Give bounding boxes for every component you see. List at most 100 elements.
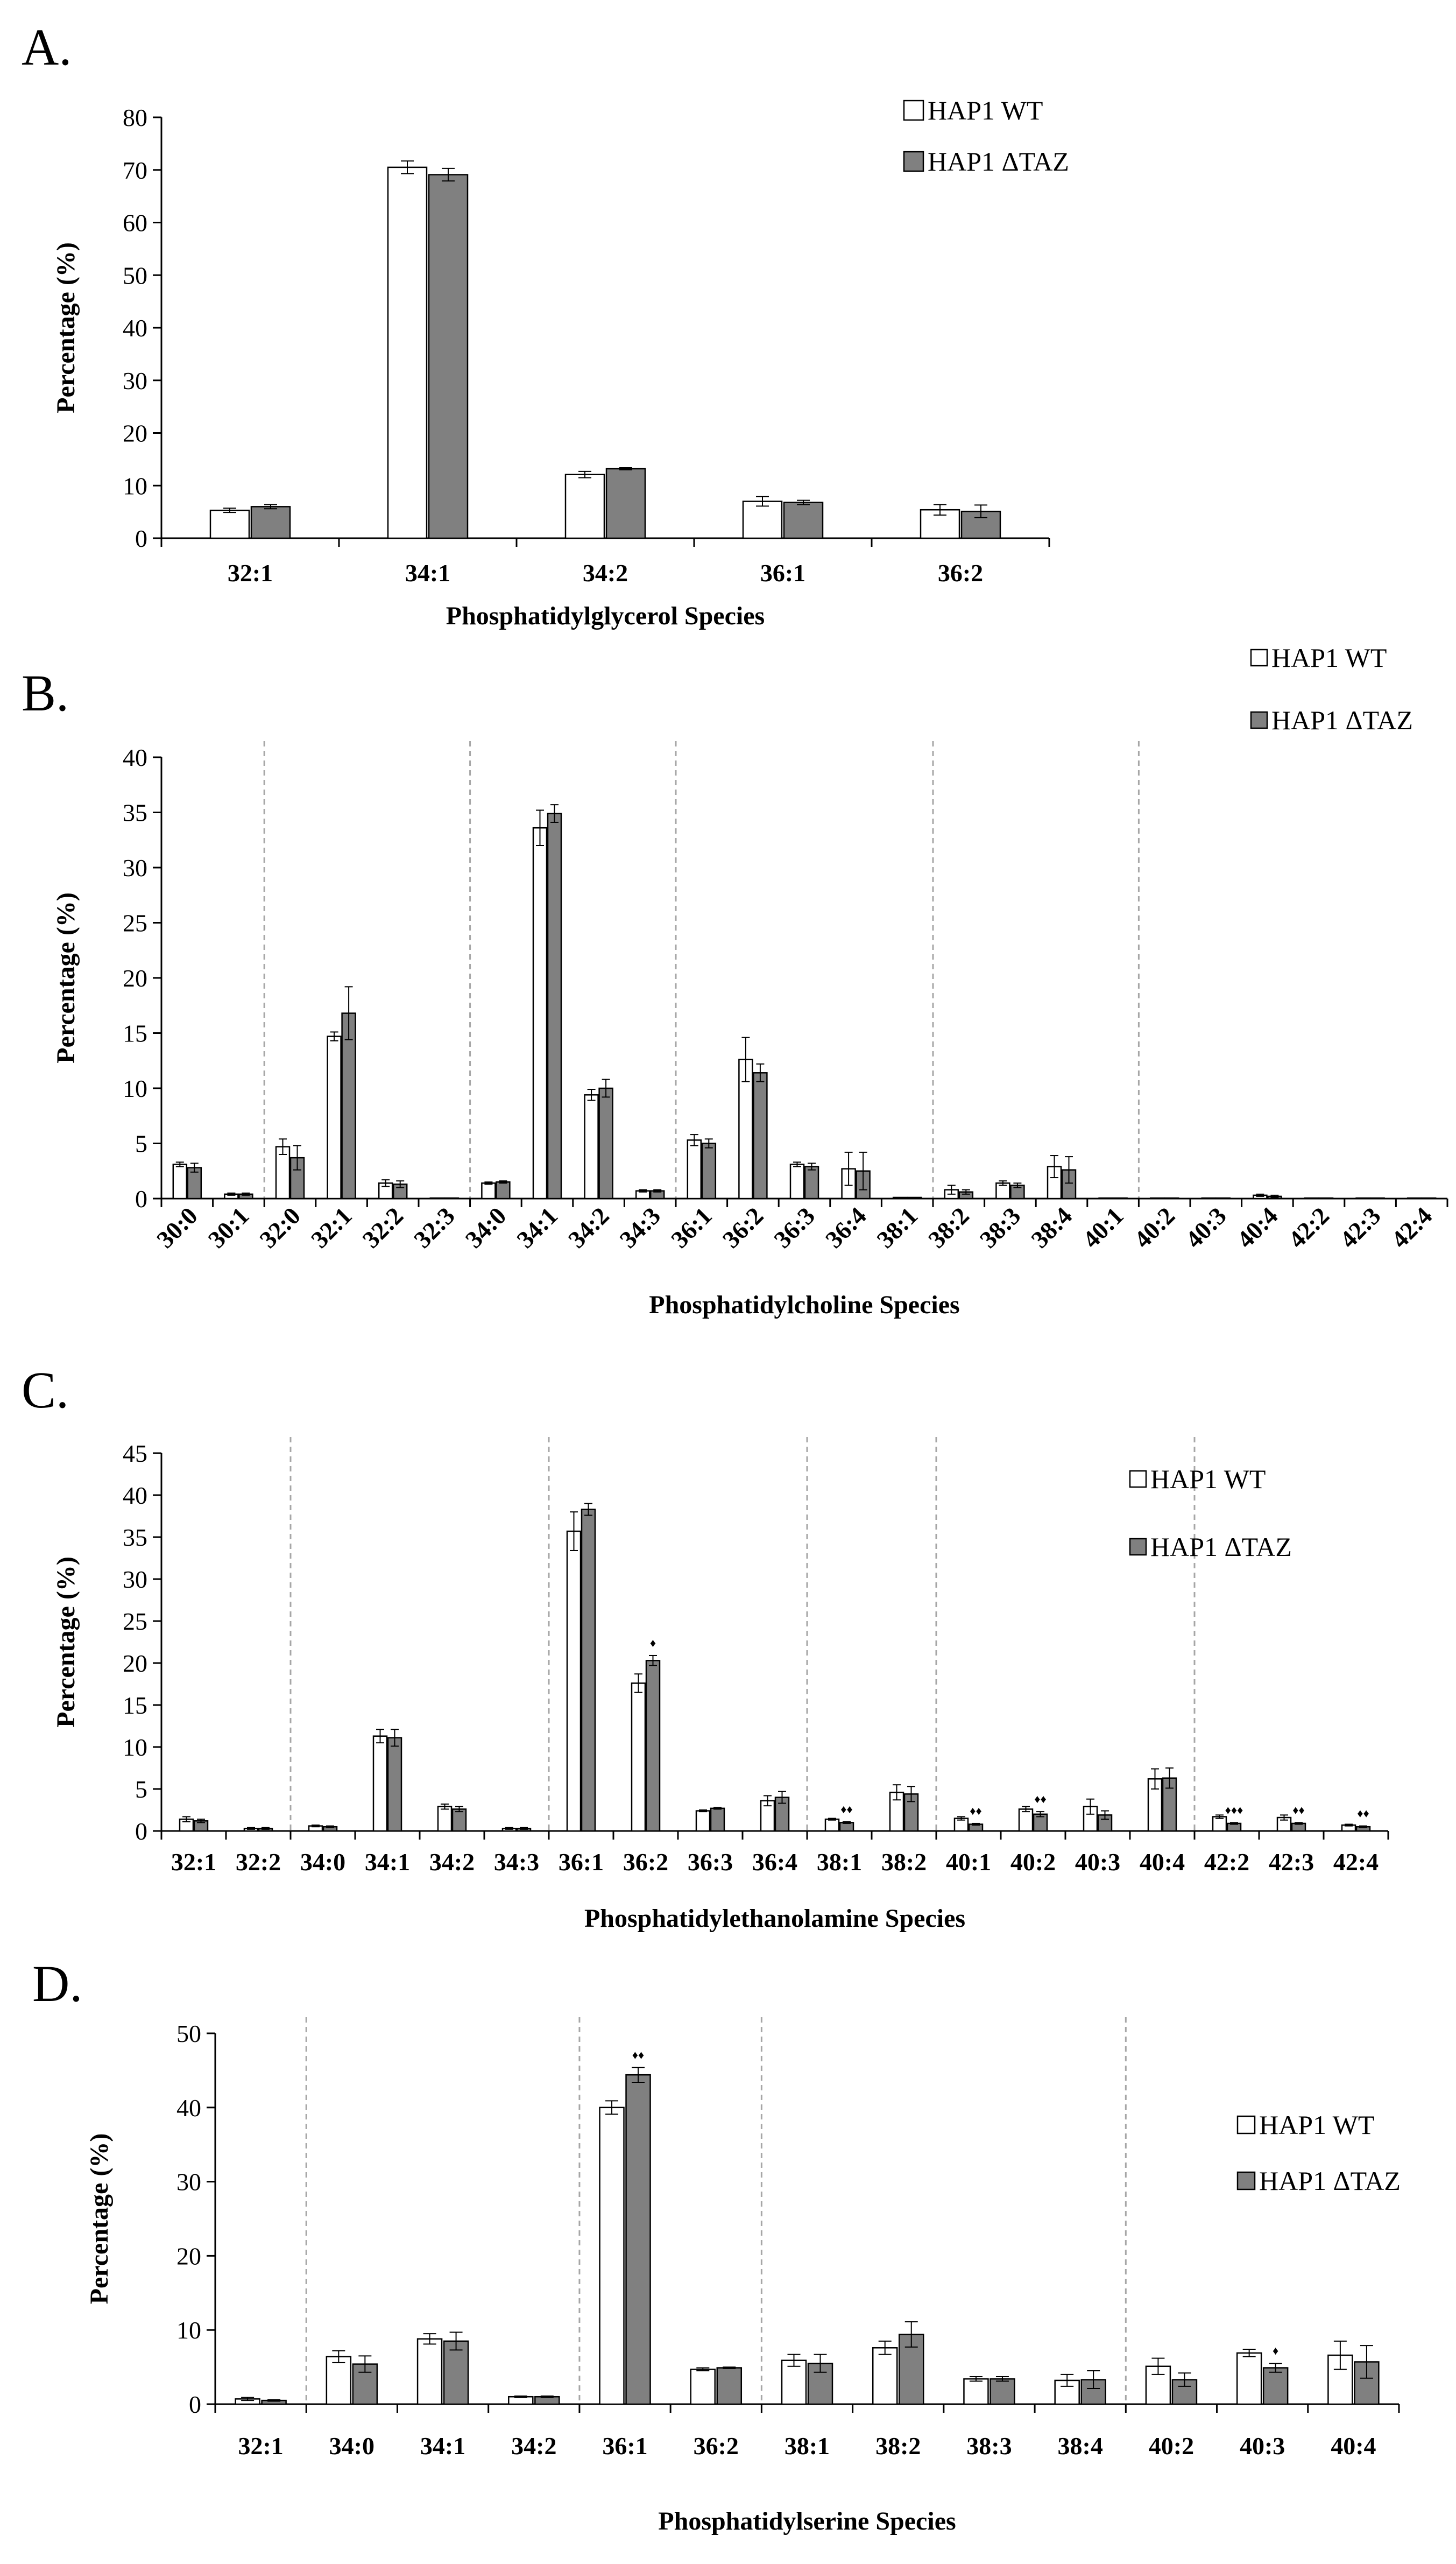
x-category-label: 40:3 xyxy=(1180,1202,1232,1253)
bar-wt xyxy=(416,2338,443,2405)
x-category-label: 40:4 xyxy=(1232,1202,1283,1253)
bar-taz xyxy=(1370,1197,1385,1200)
legend-swatch-wt xyxy=(1236,2115,1256,2135)
y-axis-title: Percentage (%) xyxy=(52,1556,80,1728)
panel-label: B. xyxy=(22,664,69,722)
bar-wt xyxy=(781,2359,807,2405)
x-category-label: 38:4 xyxy=(1058,2432,1103,2460)
y-tick-label: 30 xyxy=(123,854,147,882)
y-tick-label: 15 xyxy=(123,1020,147,1047)
legend-label-taz: HAP1 ΔTAZ xyxy=(1259,2166,1401,2196)
significance-marker: ♦♦ xyxy=(1034,1792,1046,1806)
bar-taz xyxy=(444,1197,460,1200)
bar-taz xyxy=(1215,1197,1231,1200)
x-category-label: 36:3 xyxy=(768,1202,820,1253)
bar-taz xyxy=(387,1737,402,1832)
x-category-label: 34:0 xyxy=(300,1848,345,1876)
y-tick-label: 30 xyxy=(123,1566,147,1593)
bar-taz xyxy=(598,1087,613,1200)
x-category-label: 34:1 xyxy=(365,1848,410,1876)
y-tick-label: 80 xyxy=(123,104,147,131)
x-category-label: 32:1 xyxy=(238,2432,283,2460)
x-category-label: 34:0 xyxy=(460,1202,512,1253)
bar-taz xyxy=(807,2362,833,2405)
y-tick-label: 10 xyxy=(123,1075,147,1102)
x-category-label: 34:2 xyxy=(583,559,628,587)
legend-label-taz: HAP1 ΔTAZ xyxy=(1271,705,1413,735)
x-category-label: 36:1 xyxy=(602,2432,647,2460)
bar-taz xyxy=(547,813,562,1200)
x-category-label: 40:3 xyxy=(1075,1848,1120,1876)
bar-taz xyxy=(451,1808,467,1832)
bar-taz xyxy=(1113,1197,1128,1200)
x-category-label: 38:1 xyxy=(817,1848,862,1876)
x-category-label: 36:1 xyxy=(760,559,805,587)
bar-taz xyxy=(341,1012,356,1200)
bar-wt xyxy=(172,1164,188,1200)
legend-label-wt: HAP1 WT xyxy=(1259,2110,1374,2140)
bar-taz xyxy=(443,2340,469,2405)
y-tick-label: 60 xyxy=(123,209,147,237)
y-tick-label: 40 xyxy=(123,1482,147,1509)
y-tick-label: 45 xyxy=(123,1440,147,1467)
y-tick-label: 5 xyxy=(135,1130,147,1158)
significance-marker: ♦♦ xyxy=(1292,1803,1304,1816)
x-category-label: 42:2 xyxy=(1204,1848,1249,1876)
significance-marker: ♦♦ xyxy=(970,1804,981,1818)
y-axis-title: Percentage (%) xyxy=(52,892,80,1063)
bar-wt xyxy=(695,1810,711,1832)
y-axis-title: Percentage (%) xyxy=(85,2133,114,2305)
chart-panel-a: A. 0 10 20 30 40 50 60 70 80 32:1 34:1 34:2 36:1 36:2 P… xyxy=(22,18,1069,630)
significance-marker: ♦♦♦ xyxy=(1225,1803,1243,1816)
bar-taz xyxy=(710,1807,725,1832)
x-axis-title: Phosphatidylglycerol Species xyxy=(446,602,765,630)
x-category-label: 42:3 xyxy=(1334,1202,1386,1253)
legend-swatch-taz xyxy=(1236,2171,1256,2190)
chart-panel-b: B. 0 5 10 15 20 25 30 35 40 30:0 30:1 32:0 32:1 32:2 32… xyxy=(22,643,1448,1319)
x-category-label: 42:3 xyxy=(1269,1848,1314,1876)
x-category-label: 32:1 xyxy=(306,1202,357,1253)
legend-swatch-taz xyxy=(903,151,924,172)
bar-wt xyxy=(631,1682,646,1832)
x-category-label: 32:1 xyxy=(171,1848,216,1876)
y-tick-label: 5 xyxy=(135,1776,147,1803)
x-category-label: 32:2 xyxy=(236,1848,281,1876)
legend-label-taz: HAP1 ΔTAZ xyxy=(1150,1532,1292,1562)
x-category-label: 34:2 xyxy=(429,1848,475,1876)
x-category-label: 34:1 xyxy=(511,1202,563,1253)
y-tick-label: 35 xyxy=(123,1524,147,1551)
x-category-label: 36:4 xyxy=(820,1202,872,1253)
bar-taz xyxy=(701,1143,717,1200)
bar-taz xyxy=(804,1166,819,1200)
y-tick-label: 25 xyxy=(123,1608,147,1635)
y-tick-label: 0 xyxy=(135,1818,147,1845)
bar-taz xyxy=(783,502,824,539)
x-category-label: 38:2 xyxy=(881,1848,927,1876)
panel-label: D. xyxy=(32,1955,82,2012)
bar-wt xyxy=(1304,1197,1319,1200)
bar-wt xyxy=(481,1182,496,1200)
bar-taz xyxy=(250,506,291,539)
bar-taz xyxy=(989,2378,1015,2405)
bar-wt xyxy=(824,1818,840,1832)
bar-taz xyxy=(581,1509,596,1832)
x-category-label: 34:0 xyxy=(329,2432,374,2460)
x-axis-title: Phosphatidylcholine Species xyxy=(649,1291,959,1319)
x-category-label: 40:1 xyxy=(946,1848,991,1876)
bar-wt xyxy=(1201,1197,1217,1200)
bar-wt xyxy=(564,474,605,539)
bar-wt xyxy=(892,1196,908,1200)
bar-taz xyxy=(753,1072,768,1200)
bar-wt xyxy=(690,2368,716,2405)
x-category-label: 40:2 xyxy=(1010,1848,1056,1876)
y-tick-label: 40 xyxy=(123,744,147,771)
bar-wt xyxy=(687,1139,702,1200)
x-category-label: 34:1 xyxy=(405,559,450,587)
bar-taz xyxy=(1318,1197,1334,1200)
bar-wt xyxy=(429,1197,445,1200)
x-category-label: 34:2 xyxy=(563,1202,614,1253)
bar-wt xyxy=(789,1164,805,1200)
bar-wt xyxy=(872,2347,898,2405)
